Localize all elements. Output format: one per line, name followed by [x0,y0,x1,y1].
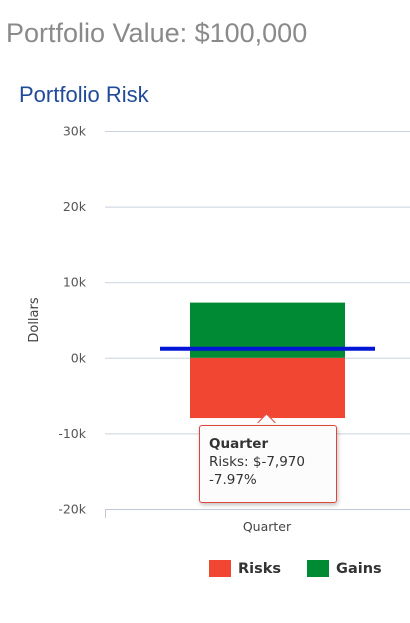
tooltip-risks-percent: -7.97% [209,472,257,488]
bar-layer [190,302,345,419]
y-tick-label: -10k [58,426,86,441]
y-axis-title: Dollars [27,297,42,342]
tooltip: Quarter Risks: $-7,970 -7.97% [199,425,337,503]
legend-label-gains: Gains [336,560,382,577]
tooltip-risks-value: Risks: $-7,970 [209,454,305,470]
y-tick-label: 30k [63,124,87,139]
x-tick-label: Quarter [243,519,292,534]
legend-swatch-risks [209,560,231,577]
legend-label-risks: Risks [238,560,282,577]
legend-item-risks[interactable]: Risks [209,560,281,577]
y-tick-label: 0k [71,350,87,365]
y-tick-label: 10k [63,275,87,290]
y-tick-label: -20k [58,502,86,517]
legend-swatch-gains [307,560,330,577]
tooltip-title: Quarter [209,436,269,452]
legend: Risks Gains [209,560,382,577]
portfolio-value-title: Portfolio Value: $100,000 [6,18,308,48]
grid-layer [105,131,410,518]
y-tick-label: 20k [63,199,87,214]
label-layer: 30k 20k 10k 0k -10k -20k Quarter Dollars [27,124,292,535]
legend-item-gains[interactable]: Gains [307,560,382,577]
bar-risks [190,357,345,419]
chart-title: Portfolio Risk [19,82,149,107]
